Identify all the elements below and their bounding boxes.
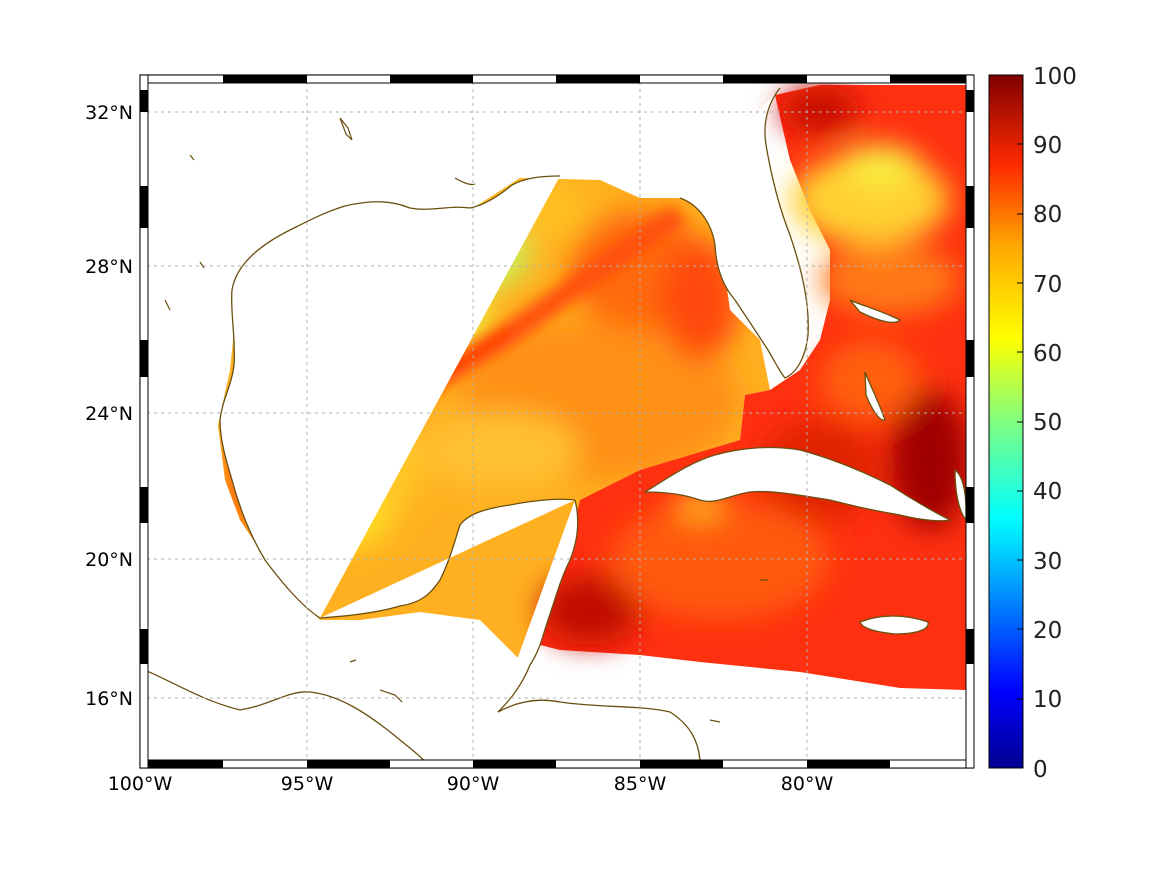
colorbar-label-20: 20	[1033, 618, 1062, 644]
colorbar-label-60: 60	[1033, 341, 1062, 367]
lon-label-80w: 80°W	[781, 773, 834, 795]
lon-labels: 100°W 95°W 90°W 85°W 80°W	[108, 773, 834, 795]
colorbar-label-30: 30	[1033, 549, 1062, 575]
lat-label-28: 28°N	[85, 256, 133, 278]
caribbean-field	[540, 85, 966, 690]
map-frame	[139, 74, 975, 769]
colorbar-label-70: 70	[1033, 272, 1062, 298]
lat-label-20: 20°N	[85, 549, 133, 571]
lat-labels: 32°N 28°N 24°N 20°N 16°N	[85, 102, 133, 710]
grid	[148, 83, 966, 761]
colorbar-label-0: 0	[1033, 757, 1048, 783]
lat-label-32: 32°N	[85, 102, 133, 124]
colorbar-label-80: 80	[1033, 202, 1062, 228]
colorbar-label-90: 90	[1033, 133, 1062, 159]
lat-label-16: 16°N	[85, 688, 133, 710]
map-area	[148, 83, 966, 761]
colorbar-label-10: 10	[1033, 687, 1062, 713]
colorbar-label-50: 50	[1033, 410, 1062, 436]
land	[148, 87, 966, 761]
colorbar-label-40: 40	[1033, 479, 1062, 505]
small-islands	[164, 117, 768, 723]
lon-label-90w: 90°W	[447, 773, 500, 795]
lat-label-24: 24°N	[85, 403, 133, 425]
lon-label-85w: 85°W	[614, 773, 667, 795]
colorbar-label-100: 100	[1033, 64, 1077, 90]
lon-label-95w: 95°W	[281, 773, 334, 795]
colorbar: 100 90 80 70 60 50 40 30 20 10 0	[988, 64, 1077, 783]
lon-label-100w: 100°W	[108, 773, 173, 795]
